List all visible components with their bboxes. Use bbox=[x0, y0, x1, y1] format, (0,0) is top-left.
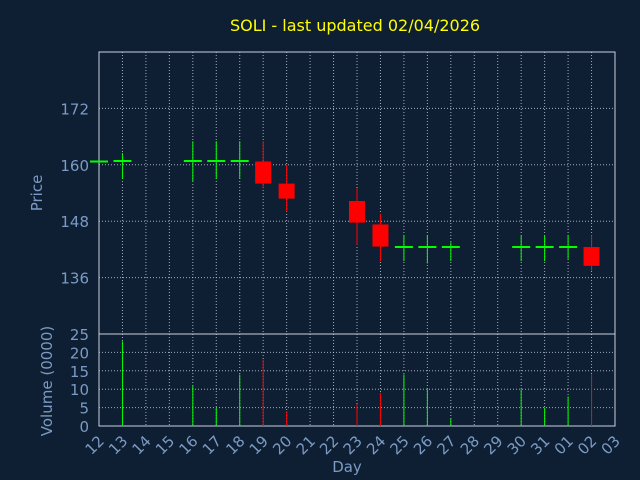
x-tick-label: 25 bbox=[387, 432, 413, 458]
x-tick-label: 31 bbox=[527, 432, 553, 458]
volume-tick-label: 0 bbox=[79, 418, 89, 436]
x-tick-label: 29 bbox=[480, 432, 506, 458]
x-tick-label: 24 bbox=[363, 432, 389, 458]
volume-panel: 0510152025121314151617181920212223242526… bbox=[70, 326, 624, 458]
volume-tick-label: 15 bbox=[70, 363, 89, 381]
x-tick-label: 02 bbox=[574, 432, 600, 458]
x-tick-label: 28 bbox=[457, 432, 483, 458]
candle-body bbox=[372, 224, 389, 247]
volume-tick-label: 5 bbox=[79, 400, 89, 418]
x-tick-label: 30 bbox=[504, 432, 530, 458]
x-tick-label: 15 bbox=[152, 432, 178, 458]
x-tick-label: 22 bbox=[316, 432, 342, 458]
candle-body bbox=[278, 183, 295, 199]
x-tick-label: 17 bbox=[199, 432, 225, 458]
x-tick-label: 01 bbox=[551, 432, 577, 458]
price-tick-label: 148 bbox=[60, 213, 89, 231]
x-tick-label: 23 bbox=[340, 432, 366, 458]
x-tick-label: 18 bbox=[222, 432, 248, 458]
x-tick-label: 27 bbox=[433, 432, 459, 458]
x-tick-label: 20 bbox=[269, 432, 295, 458]
price-tick-label: 160 bbox=[60, 157, 89, 175]
price-axis-label: Price bbox=[28, 175, 46, 212]
price-panel: 136 148 160 172 bbox=[60, 51, 616, 335]
x-tick-label: 26 bbox=[410, 432, 436, 458]
chart-title: SOLI - last updated 02/04/2026 bbox=[230, 16, 480, 35]
volume-tick-label: 20 bbox=[70, 344, 89, 362]
candle-body bbox=[349, 200, 365, 223]
x-tick-label: 12 bbox=[82, 432, 108, 458]
volume-tick-label: 10 bbox=[70, 381, 89, 399]
price-tick-label: 172 bbox=[60, 100, 89, 118]
volume-tick-label: 25 bbox=[70, 326, 89, 344]
candle-body bbox=[255, 161, 272, 184]
candle-body bbox=[583, 247, 600, 266]
x-tick-label: 19 bbox=[246, 432, 272, 458]
price-tick-label: 136 bbox=[60, 270, 89, 288]
x-tick-label: 14 bbox=[129, 432, 155, 458]
x-tick-label: 16 bbox=[175, 432, 201, 458]
volume-axis-label: Volume (0000) bbox=[38, 326, 56, 436]
x-tick-label: 21 bbox=[293, 432, 319, 458]
x-axis-label: Day bbox=[332, 458, 362, 476]
x-tick-label: 13 bbox=[105, 432, 131, 458]
x-tick-label: 03 bbox=[598, 432, 624, 458]
